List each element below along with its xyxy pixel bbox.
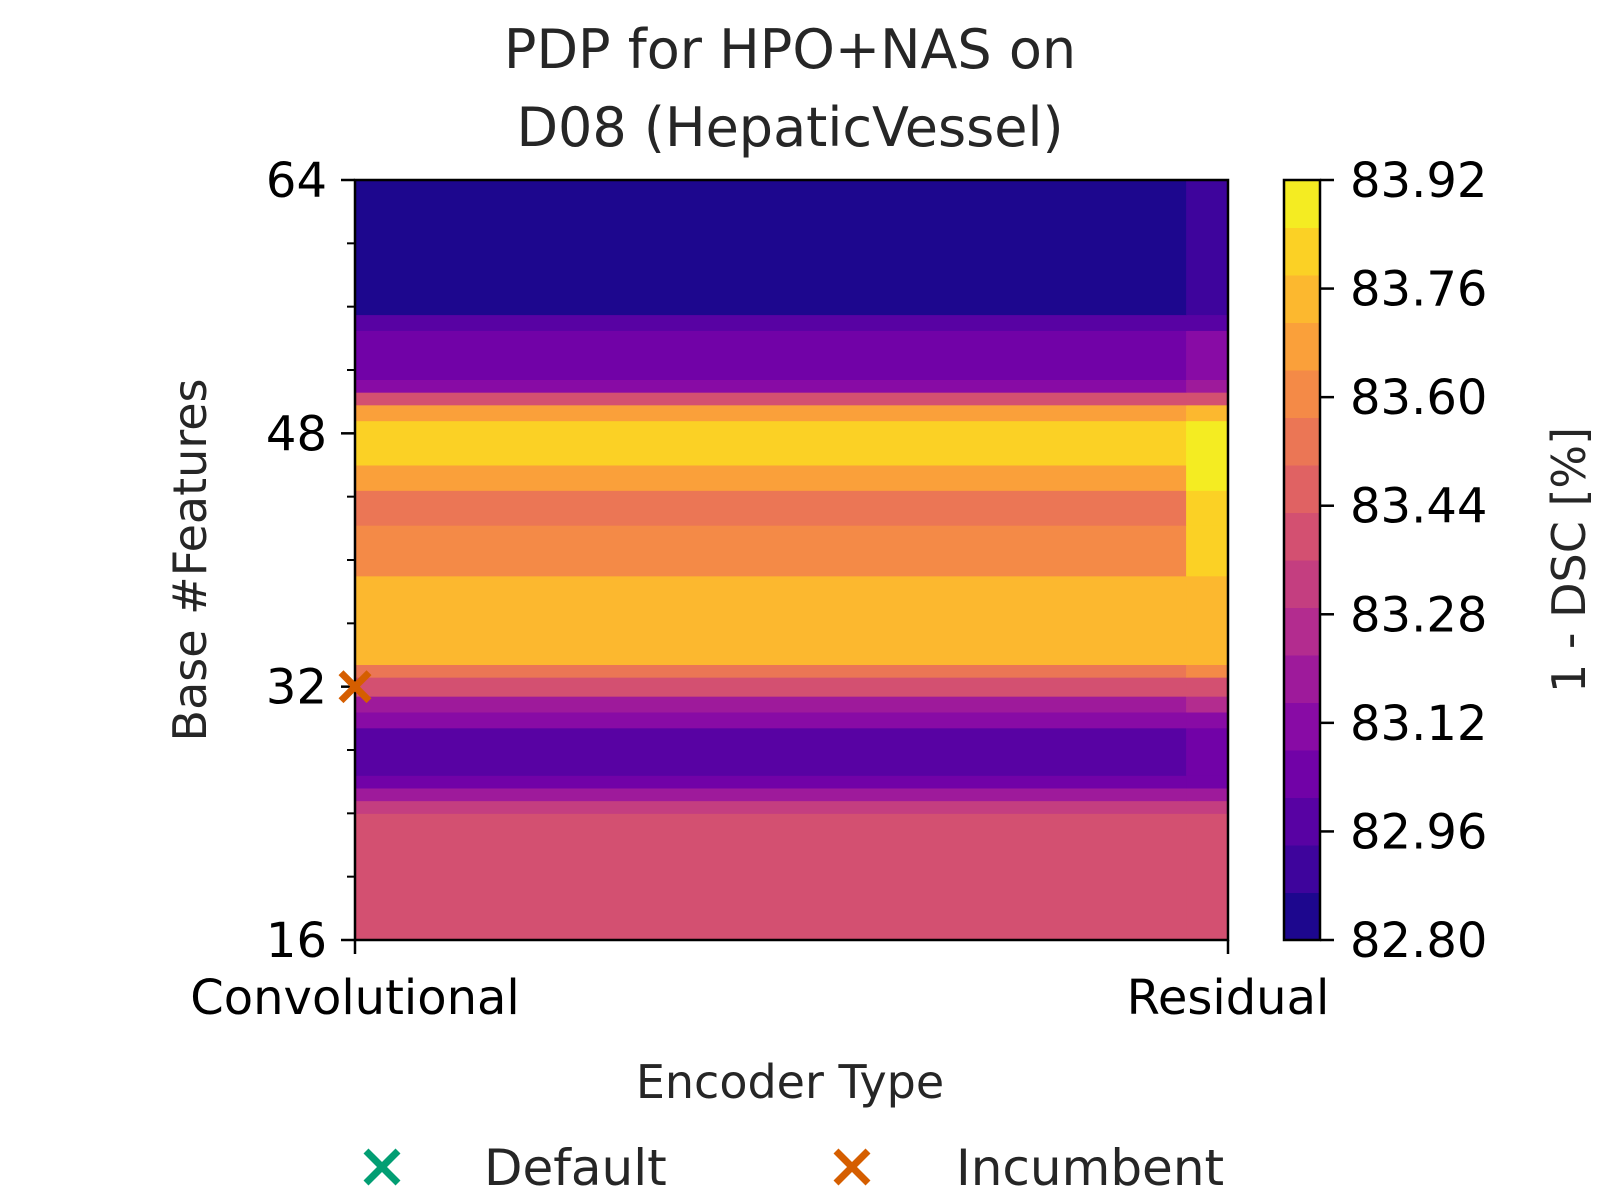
legend: Default Incumbent: [363, 1139, 1224, 1197]
heatmap-band-convolutional: [355, 420, 1187, 466]
heatmap-band-convolutional: [355, 465, 1187, 491]
heatmap-band-convolutional: [355, 392, 1187, 406]
heatmap-band-convolutional: [355, 664, 1187, 678]
markers: [338, 670, 372, 704]
colorbar-tick-label: 83.12: [1350, 696, 1487, 752]
colorbar-label: 1 - DSC [%]: [1542, 427, 1596, 693]
heatmap-band-convolutional: [355, 712, 1187, 729]
colorbar-tick-label: 82.80: [1350, 913, 1487, 969]
heatmap-band-residual: [1186, 664, 1228, 678]
heatmap-band-residual: [1186, 575, 1228, 665]
colorbar-tick-label: 83.60: [1350, 370, 1487, 426]
y-tick-label: 64: [266, 153, 327, 209]
colorbar-level: [1284, 275, 1320, 323]
colorbar-tick-label: 83.44: [1350, 479, 1487, 535]
colorbar-level: [1284, 227, 1320, 276]
x-tick-label: Residual: [1127, 970, 1330, 1026]
heatmap-band-residual: [1186, 813, 1228, 941]
heatmap-band-convolutional: [355, 677, 1187, 697]
heatmap-band-convolutional: [355, 379, 1187, 393]
heatmap-band-residual: [1186, 490, 1228, 526]
legend-incumbent-marker-icon: [833, 1148, 871, 1186]
colorbar-level: [1284, 607, 1320, 656]
incumbent-marker-icon: [338, 670, 372, 704]
heatmap-band-convolutional: [355, 404, 1187, 422]
heatmap-band-residual: [1186, 379, 1228, 393]
heatmap-band-residual: [1186, 330, 1228, 380]
heatmap-band-convolutional: [355, 490, 1187, 526]
y-axis-label: Base #Features: [163, 379, 217, 742]
colorbar-level: [1284, 702, 1320, 751]
heatmap-band-convolutional: [355, 330, 1187, 380]
heatmap-band-convolutional: [355, 788, 1187, 802]
chart-title-line-1: PDP for HPO+NAS on: [504, 18, 1076, 81]
legend-default-marker-icon: [363, 1148, 401, 1186]
colorbar-level: [1284, 370, 1320, 418]
colorbar-level: [1284, 845, 1320, 893]
x-axis-label: Encoder Type: [636, 1055, 944, 1109]
heatmap-band-residual: [1186, 750, 1228, 776]
heatmap-band-convolutional: [355, 750, 1187, 776]
colorbar-level: [1284, 417, 1320, 466]
colorbar-level: [1284, 560, 1320, 608]
heatmap-band-residual: [1186, 392, 1228, 406]
heatmap-band-residual: [1186, 420, 1228, 466]
heatmap-band-residual: [1186, 800, 1228, 814]
heatmap-band-residual: [1186, 775, 1228, 789]
y-tick-label: 16: [266, 913, 327, 969]
heatmap-band-convolutional: [355, 800, 1187, 814]
y-tick-label: 32: [266, 660, 327, 716]
legend-incumbent-label: Incumbent: [956, 1139, 1224, 1197]
heatmap-band-convolutional: [355, 180, 1187, 316]
heatmap-band-convolutional: [355, 525, 1187, 577]
colorbar-level: [1284, 512, 1320, 561]
heatmap-band-residual: [1186, 314, 1228, 331]
heatmap-band-residual: [1186, 788, 1228, 802]
colorbar-level: [1284, 655, 1320, 703]
legend-default-label: Default: [484, 1139, 667, 1197]
colorbar-level: [1284, 892, 1320, 941]
heatmap-band-convolutional: [355, 727, 1187, 751]
y-tick-label: 48: [266, 406, 327, 462]
colorbar-level: [1284, 322, 1320, 371]
heatmap-band-residual: [1186, 180, 1228, 316]
heatmap-band-residual: [1186, 727, 1228, 751]
x-tick-label: Convolutional: [190, 970, 520, 1026]
colorbar-tick-label: 83.76: [1350, 262, 1487, 318]
colorbar-level: [1284, 180, 1320, 228]
heatmap-band-residual: [1186, 465, 1228, 491]
colorbar-tick-label: 83.28: [1350, 587, 1487, 643]
colorbar-frame: [1282, 178, 1322, 942]
colorbar-tick-label: 82.96: [1350, 804, 1487, 860]
heatmap-band-convolutional: [355, 575, 1187, 665]
heatmap-band-residual: [1186, 696, 1228, 713]
chart-title-line-2: D08 (HepaticVessel): [516, 96, 1063, 159]
heatmap-area: [353, 178, 1230, 942]
heatmap-band-residual: [1186, 525, 1228, 577]
colorbar: 82.80 82.96 83.12 83.28 83.44 83.60 83.76 83.92: [1282, 153, 1487, 969]
colorbar-tick-label: 83.92: [1350, 153, 1487, 209]
colorbar-level: [1284, 750, 1320, 798]
colorbar-level: [1284, 797, 1320, 846]
heatmap-band-convolutional: [355, 813, 1187, 941]
heatmap-band-convolutional: [355, 775, 1187, 789]
heatmap-band-residual: [1186, 677, 1228, 697]
colorbar-level: [1284, 465, 1320, 513]
heatmap-band-residual: [1186, 712, 1228, 729]
heatmap-band-residual: [1186, 404, 1228, 422]
heatmap-band-convolutional: [355, 314, 1187, 331]
axes: 16 32 48 64 Convolutional Residual: [190, 153, 1329, 1026]
heatmap-band-convolutional: [355, 696, 1187, 713]
